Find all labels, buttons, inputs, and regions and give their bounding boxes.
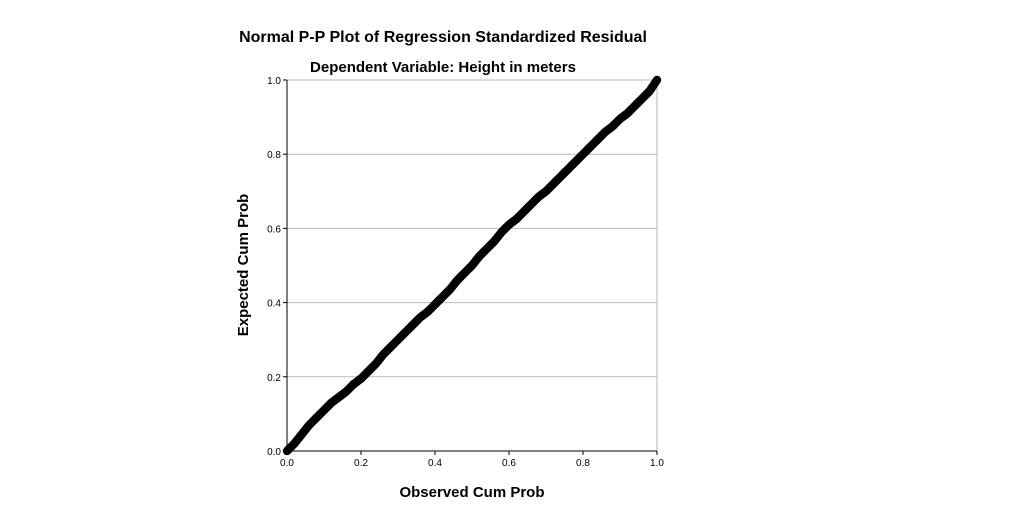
x-tick-label: 0.0 — [280, 458, 294, 469]
x-tick-label: 0.4 — [428, 458, 442, 469]
y-tick-label: 1.0 — [267, 76, 281, 87]
chart-title: Normal P-P Plot of Regression Standardiz… — [239, 29, 647, 46]
y-tick-label: 0.6 — [267, 224, 281, 235]
y-tick-label: 0.0 — [267, 447, 281, 458]
y-tick-label: 0.8 — [267, 150, 281, 161]
x-tick-label: 1.0 — [650, 458, 664, 469]
x-axis-label: Observed Cum Prob — [399, 484, 544, 501]
y-tick-label: 0.2 — [267, 373, 281, 384]
chart-subtitle: Dependent Variable: Height in meters — [310, 59, 576, 76]
y-axis-label: Expected Cum Prob — [235, 194, 252, 337]
y-axis-ticks: 0.0 0.2 0.4 0.6 0.8 1.0 — [267, 76, 287, 458]
x-tick-label: 0.2 — [354, 458, 368, 469]
plot-area: 0.0 0.2 0.4 0.6 0.8 1.0 0.0 0.2 0.4 0.6 0.8 1.0 — [267, 75, 664, 469]
data-points — [282, 75, 662, 456]
x-tick-label: 0.8 — [576, 458, 590, 469]
y-tick-label: 0.4 — [267, 299, 281, 310]
x-tick-label: 0.6 — [502, 458, 516, 469]
x-axis-ticks: 0.0 0.2 0.4 0.6 0.8 1.0 — [280, 451, 664, 469]
data-point — [652, 75, 662, 85]
